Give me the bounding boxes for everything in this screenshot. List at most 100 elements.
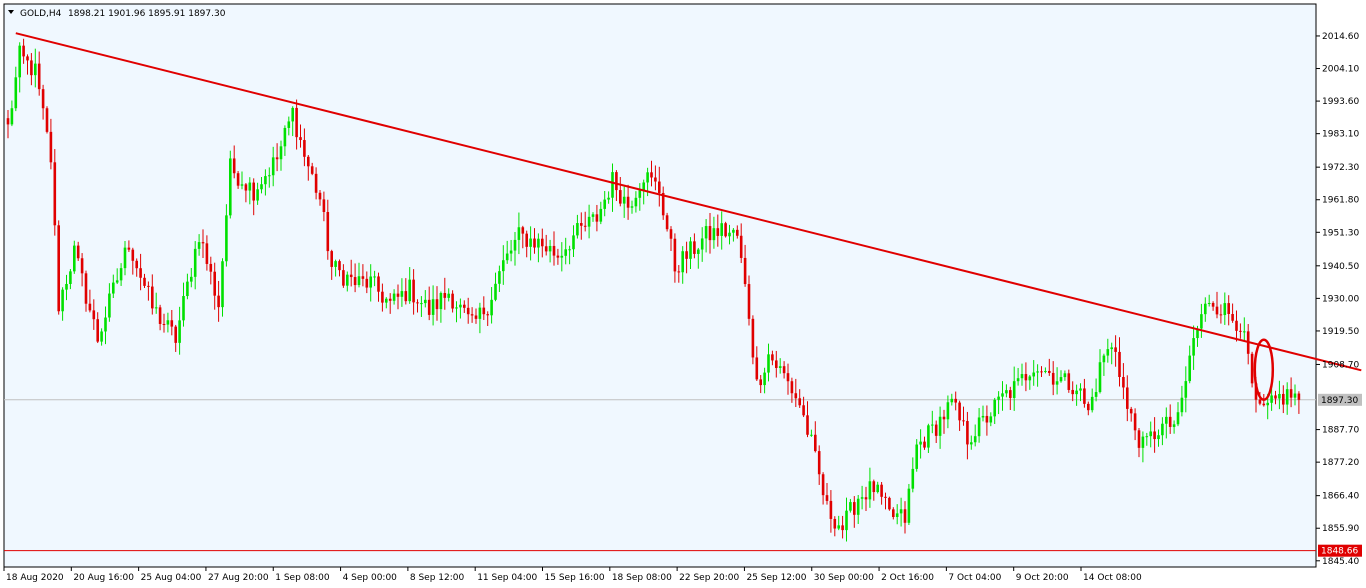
candle[interactable] — [677, 265, 681, 283]
candle[interactable] — [1161, 417, 1164, 446]
candle[interactable] — [88, 289, 92, 313]
candle[interactable] — [334, 259, 337, 277]
candle[interactable] — [993, 397, 996, 424]
trendline[interactable] — [15, 32, 1362, 372]
candle[interactable] — [658, 166, 661, 207]
candle[interactable] — [1020, 363, 1024, 386]
candle[interactable] — [1098, 349, 1102, 394]
candle[interactable] — [268, 167, 271, 188]
candle[interactable] — [1126, 375, 1129, 422]
candle[interactable] — [427, 286, 431, 321]
candle[interactable] — [962, 406, 965, 426]
candle[interactable] — [509, 239, 513, 262]
candle[interactable] — [112, 274, 115, 299]
candle[interactable] — [186, 273, 189, 300]
candle[interactable] — [1055, 367, 1059, 395]
candle[interactable] — [591, 212, 595, 222]
candle[interactable] — [182, 282, 185, 327]
candle[interactable] — [525, 230, 528, 258]
candle[interactable] — [115, 268, 119, 285]
candle[interactable] — [502, 245, 505, 285]
candle[interactable] — [599, 201, 603, 225]
candle[interactable] — [166, 312, 170, 333]
candle[interactable] — [283, 125, 287, 156]
candle[interactable] — [724, 221, 727, 238]
candle[interactable] — [30, 53, 33, 86]
candle[interactable] — [845, 497, 848, 542]
candle[interactable] — [420, 296, 423, 317]
candle[interactable] — [96, 312, 99, 344]
candle[interactable] — [1024, 362, 1028, 392]
candle[interactable] — [915, 439, 918, 472]
candle[interactable] — [1044, 367, 1047, 374]
candle[interactable] — [888, 496, 891, 511]
candle[interactable] — [92, 299, 96, 330]
candle[interactable] — [1040, 366, 1043, 377]
candle[interactable] — [147, 281, 150, 301]
candle[interactable] — [693, 233, 696, 259]
candle[interactable] — [236, 171, 240, 189]
candle[interactable] — [431, 285, 435, 326]
time-axis[interactable]: 18 Aug 2020 20 Aug 16:00 25 Aug 04:00 27 Au… — [3, 567, 1142, 583]
candle[interactable] — [80, 253, 84, 287]
candle[interactable] — [1133, 408, 1137, 441]
candle[interactable] — [973, 424, 977, 447]
candle[interactable] — [1227, 295, 1230, 326]
candle[interactable] — [1145, 432, 1149, 446]
candle[interactable] — [244, 182, 248, 203]
candle[interactable] — [665, 212, 669, 232]
candle[interactable] — [619, 176, 622, 207]
candle[interactable] — [661, 186, 665, 220]
candle[interactable] — [131, 247, 135, 275]
candle[interactable] — [22, 38, 25, 64]
candle[interactable] — [556, 248, 560, 265]
candle[interactable] — [76, 241, 80, 261]
candle[interactable] — [814, 421, 817, 453]
candle[interactable] — [10, 100, 14, 127]
candle[interactable] — [408, 267, 411, 304]
candle[interactable] — [1192, 325, 1195, 370]
candle[interactable] — [1200, 303, 1203, 338]
candle[interactable] — [1067, 369, 1071, 393]
candle[interactable] — [841, 515, 844, 539]
candle[interactable] — [895, 504, 899, 525]
candle[interactable] — [1071, 381, 1074, 402]
candle[interactable] — [868, 467, 872, 508]
candle[interactable] — [981, 405, 985, 422]
candle[interactable] — [751, 315, 755, 365]
candle[interactable] — [810, 429, 813, 437]
candle[interactable] — [170, 309, 174, 336]
candle[interactable] — [513, 231, 517, 266]
candle[interactable] — [1250, 351, 1254, 388]
candle[interactable] — [303, 128, 306, 167]
candle[interactable] — [954, 391, 957, 411]
candle[interactable] — [412, 269, 415, 315]
candle[interactable] — [14, 66, 18, 112]
candle[interactable] — [728, 224, 731, 245]
candle[interactable] — [942, 409, 946, 434]
candle[interactable] — [217, 280, 220, 322]
candle[interactable] — [1207, 294, 1211, 307]
candle[interactable] — [314, 167, 318, 200]
candle[interactable] — [385, 297, 388, 309]
candle[interactable] — [521, 225, 525, 249]
candle[interactable] — [892, 507, 895, 520]
candle[interactable] — [470, 307, 474, 323]
candle[interactable] — [127, 240, 131, 252]
candle[interactable] — [65, 274, 68, 301]
candle[interactable] — [57, 220, 60, 315]
candle[interactable] — [587, 204, 591, 239]
candle[interactable] — [158, 304, 162, 331]
candle[interactable] — [41, 84, 45, 120]
candle[interactable] — [767, 343, 770, 382]
candle[interactable] — [923, 436, 926, 450]
price-axis[interactable]: 2014.60 2004.10 1993.60 1983.10 1972.30 1961.… — [1316, 32, 1362, 567]
candle[interactable] — [938, 406, 942, 449]
candle[interactable] — [638, 183, 642, 211]
candle[interactable] — [451, 290, 454, 313]
candle[interactable] — [1028, 374, 1032, 390]
candle[interactable] — [1153, 417, 1156, 453]
candle[interactable] — [377, 272, 380, 302]
candle[interactable] — [37, 51, 41, 96]
candle[interactable] — [1016, 367, 1020, 386]
